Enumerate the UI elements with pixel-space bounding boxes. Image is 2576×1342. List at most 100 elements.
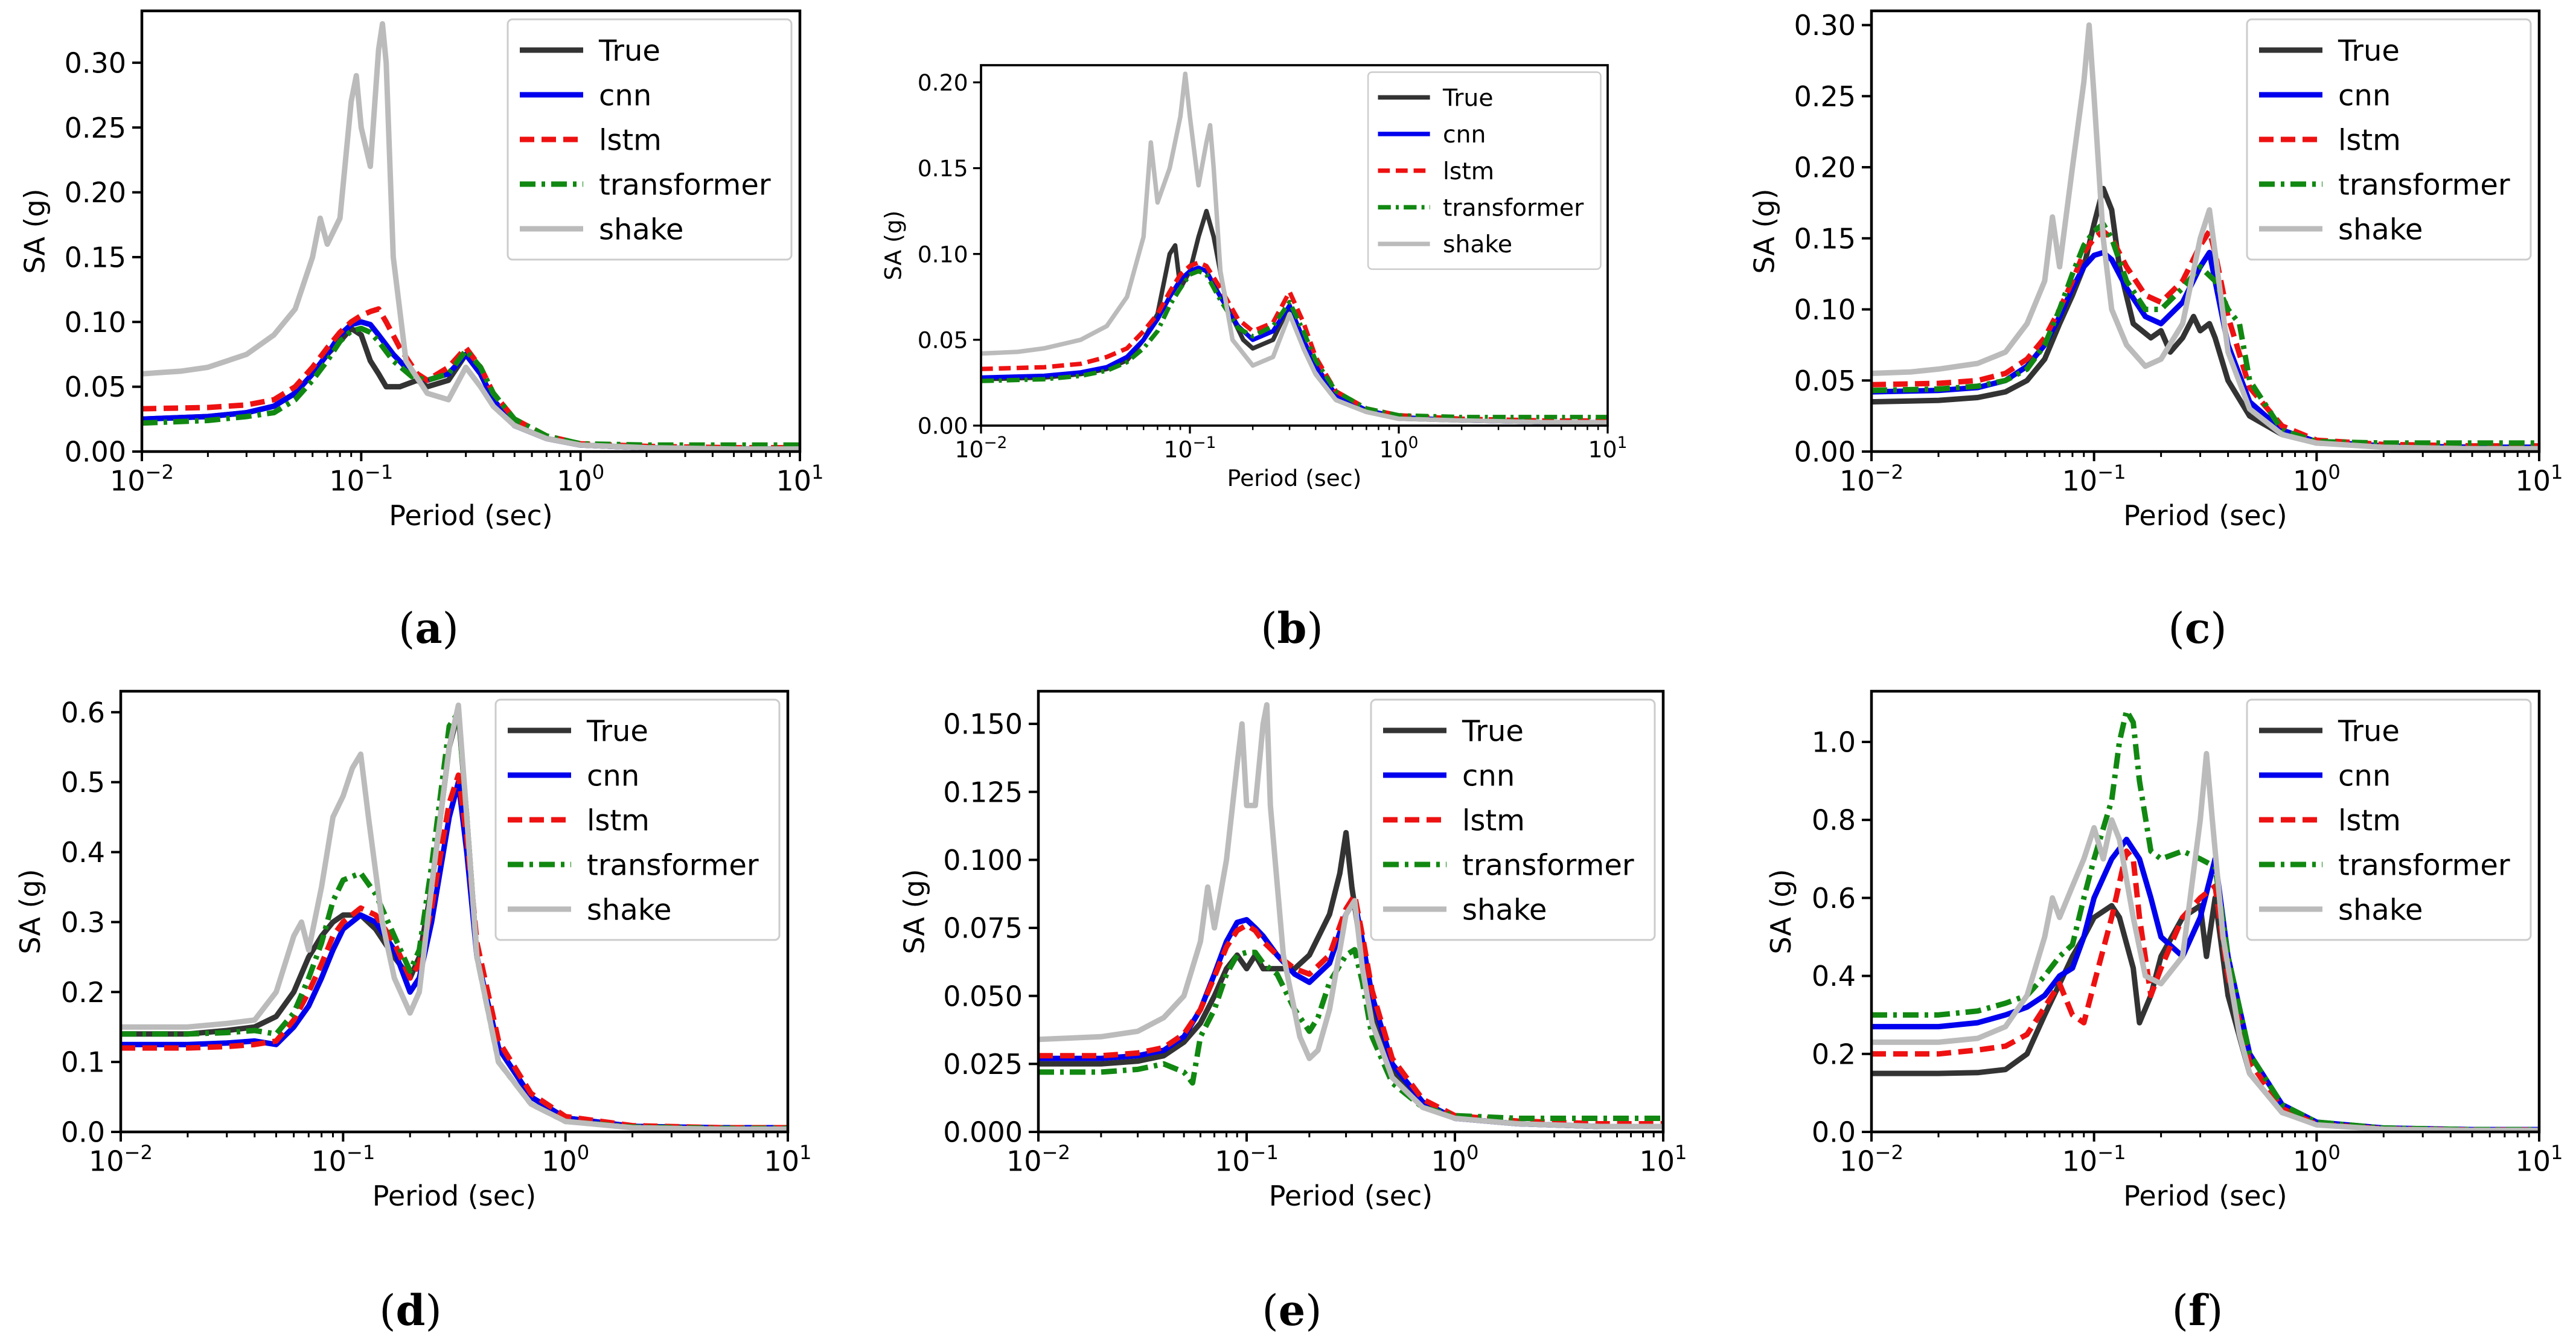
legend-label-shake: shake — [1462, 893, 1547, 927]
legend: True cnn lstm transformer shake — [507, 18, 793, 261]
y-axis-label: SA (g) — [1748, 188, 1780, 273]
y-axis-label: SA (g) — [14, 869, 46, 954]
legend: True cnn lstm transformer shake — [2246, 698, 2532, 941]
series-line-transformer — [981, 269, 1608, 420]
x-tick-label: 100 — [1431, 1141, 1478, 1177]
y-tick-label: 0.00 — [1794, 436, 1856, 468]
legend-label-shake: shake — [2338, 893, 2423, 927]
y-tick-label: 0.25 — [1794, 80, 1856, 113]
legend-label-cnn: cnn — [1443, 121, 1486, 149]
x-tick-label: 10−2 — [1006, 1141, 1070, 1177]
series-lines — [142, 21, 800, 452]
y-tick-label: 0.25 — [65, 112, 126, 144]
x-tick-label: 10−1 — [1215, 1141, 1279, 1177]
legend-label-cnn: cnn — [587, 759, 639, 793]
y-tick-label: 0.20 — [918, 69, 968, 96]
series-lines — [1038, 702, 1663, 1130]
legend-label-cnn: cnn — [599, 78, 651, 112]
y-axis-label: SA (g) — [18, 188, 51, 273]
x-tick-label: 10−2 — [1839, 1141, 1903, 1177]
y-tick-label: 0.2 — [61, 976, 105, 1009]
x-tick-label: 100 — [2293, 461, 2341, 497]
y-tick-label: 0.025 — [943, 1048, 1023, 1081]
x-axis-label: Period (sec) — [372, 1180, 537, 1212]
y-tick-label: 0.05 — [1794, 365, 1856, 397]
y-tick-label: 0.2 — [1812, 1038, 1856, 1070]
panel-label: (f) — [2172, 1285, 2223, 1335]
series-line-transformer — [121, 709, 788, 1131]
x-tick-label: 10−2 — [110, 461, 174, 497]
x-tick-label: 10−1 — [2062, 1141, 2126, 1177]
y-tick-label: 0.05 — [65, 371, 126, 403]
series-lines — [1871, 22, 2539, 452]
y-tick-label: 0.30 — [65, 46, 126, 79]
y-tick-label: 0.6 — [61, 696, 105, 729]
x-tick-label: 100 — [1379, 433, 1419, 463]
axes-frame — [980, 64, 1609, 427]
legend: True cnn lstm transformer shake — [1367, 71, 1602, 270]
legend-box — [507, 18, 793, 261]
legend-label-transformer: transformer — [587, 848, 759, 882]
series-line-cnn — [142, 319, 800, 452]
x-tick-label: 10−1 — [329, 461, 393, 497]
x-tick-label: 10−2 — [1839, 461, 1903, 497]
y-tick-label: 0.8 — [1812, 804, 1856, 837]
legend-label-shake: shake — [1443, 231, 1512, 258]
series-line-true — [1871, 185, 2539, 450]
x-tick-label: 10−2 — [955, 433, 1008, 463]
legend-label-lstm: lstm — [2338, 804, 2401, 837]
legend-box — [494, 698, 781, 941]
series-line-cnn — [1871, 249, 2539, 450]
legend-label-cnn: cnn — [1462, 759, 1515, 793]
x-tick-label: 101 — [1639, 1141, 1687, 1177]
x-axis-label: Period (sec) — [1227, 465, 1362, 491]
y-axis-label: SA (g) — [1765, 869, 1797, 954]
series-line-lstm — [121, 772, 788, 1131]
x-tick-label: 10−1 — [2062, 461, 2126, 497]
panel-c: 0.00 0.05 0.10 0.15 0.20 0.25 0.30 10−2 10−1 100 1… — [1748, 9, 2563, 653]
series-line-shake — [981, 71, 1608, 424]
panel-label: (d) — [379, 1285, 442, 1335]
series-line-shake — [1871, 750, 2539, 1132]
panel-e: 0.000 0.025 0.050 0.075 0.100 0.125 0.150 10−2 1… — [898, 689, 1687, 1335]
axes-frame — [1870, 9, 2541, 453]
y-tick-label: 0.6 — [1812, 882, 1856, 915]
series-line-shake — [142, 21, 800, 452]
legend-label-shake: shake — [2338, 212, 2423, 246]
y-tick-label: 0.1 — [61, 1046, 105, 1079]
y-tick-label: 0.3 — [61, 906, 105, 939]
panel-a: 0.00 0.05 0.10 0.15 0.20 0.25 0.30 10−2 10−1 100 1… — [18, 9, 824, 653]
panel-f: 0.0 0.2 0.4 0.6 0.8 1.0 10−2 10−1 100 101 Period (… — [1765, 689, 2563, 1335]
series-line-shake — [121, 702, 788, 1132]
x-tick-label: 101 — [764, 1141, 811, 1177]
y-tick-label: 0.075 — [943, 912, 1023, 945]
legend-label-lstm: lstm — [599, 123, 662, 157]
y-tick-label: 0.5 — [61, 766, 105, 799]
legend-label-transformer: transformer — [1462, 848, 1634, 882]
y-tick-label: 0.0 — [61, 1116, 105, 1149]
legend-label-shake: shake — [599, 212, 683, 246]
legend-label-lstm: lstm — [587, 804, 650, 837]
y-tick-label: 0.10 — [918, 241, 968, 267]
x-tick-label: 10−1 — [311, 1141, 375, 1177]
legend-label-transformer: transformer — [599, 168, 771, 202]
legend-box — [2246, 18, 2532, 261]
legend-label-lstm: lstm — [2338, 123, 2401, 157]
y-tick-label: 0.10 — [1794, 293, 1856, 326]
y-tick-label: 0.15 — [65, 241, 126, 274]
y-tick-label: 0.000 — [943, 1116, 1023, 1149]
y-tick-label: 0.00 — [65, 436, 126, 468]
legend-label-true: True — [2338, 714, 2400, 748]
x-tick-label: 101 — [1588, 433, 1628, 463]
x-tick-label: 100 — [557, 461, 604, 497]
y-tick-label: 0.20 — [65, 176, 126, 209]
y-tick-label: 0.15 — [1794, 222, 1856, 255]
axes-frame — [1870, 689, 2541, 1134]
legend-label-transformer: transformer — [2338, 168, 2510, 202]
series-line-lstm — [1871, 848, 2539, 1132]
legend-box — [2246, 698, 2532, 941]
panel-label: (b) — [1261, 603, 1323, 653]
y-tick-label: 0.125 — [943, 776, 1023, 808]
x-tick-label: 101 — [2515, 1141, 2563, 1177]
